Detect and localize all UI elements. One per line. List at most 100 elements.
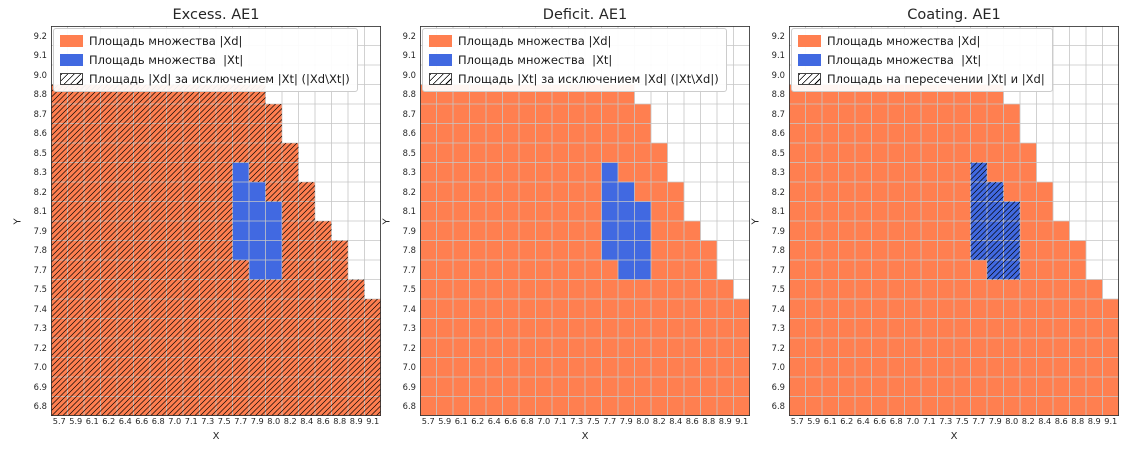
plot-area: Площадь множества |Xd| Площадь множества … <box>420 26 750 416</box>
x-tick: 6.1 <box>454 416 468 426</box>
y-tick: 8.8 <box>402 89 416 100</box>
x-tick: 6.4 <box>487 416 501 426</box>
legend-swatch-xt <box>60 54 83 66</box>
y-tick-labels: 9.2 9.1 9.0 8.8 8.7 8.6 8.5 8.3 8.2 8.1 7.9 7.8 7.7 7… <box>25 26 51 416</box>
legend-swatch-hatch <box>60 73 83 85</box>
y-tick: 8.2 <box>33 186 47 197</box>
x-tick: 6.6 <box>135 416 149 426</box>
y-tick: 9.0 <box>33 69 47 80</box>
x-tick: 6.1 <box>823 416 837 426</box>
y-tick-labels: 9.2 9.1 9.0 8.8 8.7 8.6 8.5 8.3 8.2 8.1 7.9 7.8 7.7 7… <box>763 26 789 416</box>
y-tick: 8.2 <box>402 186 416 197</box>
y-tick: 9.1 <box>771 50 785 61</box>
y-tick: 9.0 <box>402 69 416 80</box>
panel-title: Excess. AE1 <box>172 7 260 23</box>
x-tick: 8.8 <box>333 416 347 426</box>
x-tick: 7.3 <box>570 416 584 426</box>
x-tick: 5.7 <box>52 416 66 426</box>
x-tick: 8.0 <box>1005 416 1019 426</box>
y-tick: 6.8 <box>771 401 785 412</box>
x-axis-label: X <box>581 431 589 442</box>
legend-item: Площадь множества |Xd| <box>798 33 1045 49</box>
x-tick: 8.9 <box>1087 416 1101 426</box>
panel-coating: Coating. AE1 Y 9.2 9.1 9.0 8.8 8.7 8.6 8.5 8.3 8… <box>750 4 1119 445</box>
legend-item: Площадь множества |Xt| <box>429 52 719 68</box>
x-tick: 5.9 <box>438 416 452 426</box>
x-tick: 7.0 <box>168 416 182 426</box>
y-tick: 7.7 <box>402 264 416 275</box>
y-tick: 7.7 <box>33 264 47 275</box>
x-tick: 5.9 <box>807 416 821 426</box>
y-tick: 8.7 <box>771 108 785 119</box>
x-tick: 6.4 <box>118 416 132 426</box>
y-tick: 9.2 <box>771 30 785 41</box>
y-tick: 9.2 <box>33 30 47 41</box>
x-tick: 6.8 <box>151 416 165 426</box>
x-tick: 6.2 <box>840 416 854 426</box>
y-tick: 7.9 <box>33 225 47 236</box>
x-tick: 9.1 <box>366 416 380 426</box>
y-tick: 8.8 <box>33 89 47 100</box>
y-tick: 9.0 <box>771 69 785 80</box>
y-tick: 8.1 <box>33 206 47 217</box>
legend-swatch-xd <box>798 35 821 47</box>
legend-swatch-xd <box>60 35 83 47</box>
y-tick: 8.5 <box>771 147 785 158</box>
legend-swatch-hatch <box>798 73 821 85</box>
x-tick: 8.4 <box>300 416 314 426</box>
x-tick: 8.0 <box>267 416 281 426</box>
x-tick: 9.1 <box>735 416 749 426</box>
legend-label: Площадь множества |Xd| <box>458 34 612 48</box>
legend-item: Площадь множества |Xd| <box>60 33 350 49</box>
x-tick-labels: 5.7 5.9 6.1 6.2 6.4 6.6 6.8 7.0 7.1 7.3 7.5 7.7 7.9 8… <box>789 416 1119 429</box>
x-tick: 7.9 <box>619 416 633 426</box>
legend-swatch-xt <box>429 54 452 66</box>
x-tick: 8.6 <box>316 416 330 426</box>
y-tick: 8.1 <box>402 206 416 217</box>
x-axis-label: X <box>950 431 958 442</box>
x-tick-labels: 5.7 5.9 6.1 6.2 6.4 6.6 6.8 7.0 7.1 7.3 7.5 7.7 7.9 8… <box>420 416 750 429</box>
legend-label: Площадь на пересечении |Xt| и |Xd| <box>827 72 1045 86</box>
x-tick: 6.2 <box>471 416 485 426</box>
y-tick: 6.8 <box>402 401 416 412</box>
legend-item: Площадь множества |Xt| <box>60 52 350 68</box>
y-tick: 7.5 <box>771 284 785 295</box>
x-tick: 7.0 <box>537 416 551 426</box>
legend-label: Площадь |Xt| за исключением |Xd| (|Xt\Xd… <box>458 72 719 86</box>
x-tick: 7.9 <box>250 416 264 426</box>
y-tick: 7.8 <box>402 245 416 256</box>
x-tick: 8.4 <box>669 416 683 426</box>
y-tick: 7.0 <box>402 362 416 373</box>
x-tick: 7.3 <box>939 416 953 426</box>
panel-excess: Excess. AE1 Y 9.2 9.1 9.0 8.8 8.7 8.6 8.5 8.3 8.… <box>12 4 381 445</box>
x-tick: 8.9 <box>349 416 363 426</box>
legend-label: Площадь множества |Xd| <box>827 34 981 48</box>
x-tick: 6.1 <box>85 416 99 426</box>
x-tick: 7.5 <box>586 416 600 426</box>
x-tick: 6.6 <box>504 416 518 426</box>
y-tick: 7.4 <box>402 303 416 314</box>
y-tick: 7.2 <box>402 342 416 353</box>
x-axis-label: X <box>212 431 220 442</box>
x-tick: 5.7 <box>421 416 435 426</box>
y-tick: 8.7 <box>33 108 47 119</box>
x-tick: 7.7 <box>972 416 986 426</box>
x-tick: 8.4 <box>1038 416 1052 426</box>
x-tick: 8.6 <box>685 416 699 426</box>
x-tick: 7.0 <box>906 416 920 426</box>
y-tick: 8.5 <box>33 147 47 158</box>
x-tick: 6.4 <box>856 416 870 426</box>
y-tick: 7.2 <box>33 342 47 353</box>
legend-label: Площадь |Xd| за исключением |Xt| (|Xd\Xt… <box>89 72 350 86</box>
y-tick: 8.7 <box>402 108 416 119</box>
y-axis-label: Y <box>12 217 24 225</box>
x-tick: 7.9 <box>988 416 1002 426</box>
x-tick: 8.6 <box>1054 416 1068 426</box>
legend-label: Площадь множества |Xt| <box>458 53 613 67</box>
panel-deficit: Deficit. AE1 Y 9.2 9.1 9.0 8.8 8.7 8.6 8.5 8.3 8… <box>381 4 750 445</box>
y-tick: 6.9 <box>402 381 416 392</box>
y-tick: 7.4 <box>33 303 47 314</box>
x-tick: 6.8 <box>889 416 903 426</box>
x-tick: 6.6 <box>873 416 887 426</box>
y-tick: 7.8 <box>771 245 785 256</box>
